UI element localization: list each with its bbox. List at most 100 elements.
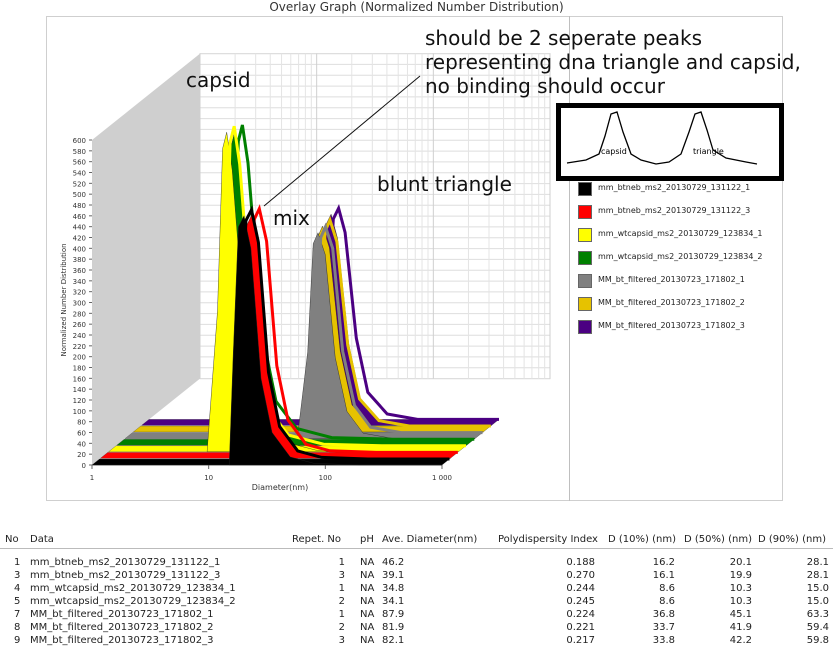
- table-cell: 0.245: [566, 596, 595, 607]
- series-edge: [243, 204, 458, 454]
- table-cell: 1: [338, 583, 345, 594]
- table-cell: 0.244: [566, 583, 595, 594]
- table-cell: 0.270: [566, 570, 595, 581]
- table-header-cell[interactable]: pH: [360, 534, 374, 545]
- table-cell: NA: [360, 609, 375, 620]
- table-header-cell[interactable]: Data: [30, 534, 54, 545]
- table-cell: MM_bt_filtered_20130723_171802_2: [30, 622, 214, 633]
- table-cell: mm_wtcapsid_ms2_20130729_123834_1: [30, 583, 236, 594]
- table-cell: 33.7: [652, 622, 675, 633]
- x-tick-label: 1: [90, 474, 94, 482]
- table-cell: 2: [338, 596, 345, 607]
- y-axis-label: Normalized Number Distribution: [60, 243, 68, 356]
- table-cell: 1: [338, 557, 345, 568]
- legend-item: MM_bt_filtered_20130723_171802_3: [578, 320, 818, 334]
- table-cell: 5: [14, 596, 21, 607]
- table-cell: 46.2: [382, 557, 405, 568]
- legend-item: mm_wtcapsid_ms2_20130729_123834_2: [578, 251, 818, 265]
- table-cell: NA: [360, 583, 375, 594]
- y-tick-label: 560: [73, 159, 86, 167]
- y-tick-label: 500: [73, 191, 86, 199]
- y-tick-label: 260: [73, 321, 86, 329]
- table-cell: 82.1: [382, 635, 405, 646]
- table-cell: 2: [338, 622, 345, 633]
- table-cell: 39.1: [382, 570, 405, 581]
- x-axis: 1 10 100 1 000: [90, 464, 452, 482]
- table-cell: 63.3: [806, 609, 829, 620]
- y-tick-label: 120: [73, 397, 86, 405]
- legend-swatch: [578, 182, 592, 196]
- table-cell: 1: [338, 609, 345, 620]
- annotation-note: should be 2 seperate peaks representing …: [425, 26, 801, 98]
- legend-label: mm_btneb_ms2_20130729_131122_1: [598, 183, 751, 192]
- table-header-cell[interactable]: D (90%) (nm): [758, 534, 826, 545]
- y-tick-label: 140: [73, 386, 86, 394]
- table-header-cell[interactable]: D (10%) (nm): [608, 534, 676, 545]
- legend-swatch: [578, 251, 592, 265]
- series-area: [228, 215, 442, 466]
- table-cell: MM_bt_filtered_20130723_171802_1: [30, 609, 214, 620]
- table-cell: 0.188: [566, 557, 595, 568]
- table-cell: 8.6: [659, 596, 675, 607]
- side-wall: [92, 53, 200, 465]
- series-edge: [235, 205, 450, 461]
- table-row[interactable]: 8 MM_bt_filtered_20130723_171802_2 2 NA 81.9…: [0, 622, 833, 635]
- table-header-cell[interactable]: Ave. Diameter(nm): [382, 534, 478, 545]
- legend-item: mm_btneb_ms2_20130729_131122_3: [578, 205, 818, 219]
- y-tick-label: 240: [73, 332, 86, 340]
- table-header-cell[interactable]: Polydispersity Index: [498, 534, 598, 545]
- table-cell: 28.1: [806, 570, 829, 581]
- legend-swatch: [578, 274, 592, 288]
- table-cell: 4: [14, 583, 21, 594]
- legend-divider: [569, 16, 570, 501]
- inset-label-capsid: capsid: [601, 147, 627, 156]
- table-row[interactable]: 9 MM_bt_filtered_20130723_171802_3 3 NA 82.1…: [0, 635, 833, 648]
- table-cell: 0.224: [566, 609, 595, 620]
- y-tick-label: 460: [73, 213, 86, 221]
- y-tick-label: 180: [73, 365, 86, 373]
- table-header-cell[interactable]: D (50%) (nm): [684, 534, 752, 545]
- legend-item: MM_bt_filtered_20130723_171802_1: [578, 274, 818, 288]
- table-cell: 20.1: [729, 557, 752, 568]
- table-cell: 33.8: [652, 635, 675, 646]
- table-cell: 3: [338, 635, 345, 646]
- y-tick-label: 280: [73, 310, 86, 318]
- table-cell: 7: [14, 609, 21, 620]
- table-row[interactable]: 4 mm_wtcapsid_ms2_20130729_123834_1 1 NA 34.…: [0, 583, 833, 596]
- table-cell: 81.9: [382, 622, 405, 633]
- chart-title: Overlay Graph (Normalized Number Distrib…: [269, 0, 564, 14]
- legend-swatch: [578, 320, 592, 334]
- x-axis-label: Diameter(nm): [252, 483, 308, 492]
- y-tick-label: 20: [77, 451, 86, 459]
- table-cell: 59.8: [806, 635, 829, 646]
- y-tick-label: 60: [77, 430, 86, 438]
- y-tick-label: 440: [73, 224, 86, 232]
- series-edge: [303, 222, 483, 435]
- table-cell: NA: [360, 635, 375, 646]
- legend-swatch: [578, 205, 592, 219]
- table-cell: 9: [14, 635, 21, 646]
- inset-sketch-curve: [566, 111, 758, 165]
- annotation-pointer-line: [263, 75, 421, 207]
- table-cell: 3: [338, 570, 345, 581]
- legend-label: MM_bt_filtered_20130723_171802_3: [598, 321, 745, 330]
- legend-item: mm_wtcapsid_ms2_20130729_123834_1: [578, 228, 818, 242]
- table-cell: NA: [360, 557, 375, 568]
- table-row[interactable]: 5 mm_wtcapsid_ms2_20130729_123834_2 2 NA 34.…: [0, 596, 833, 609]
- table-row[interactable]: 3 mm_btneb_ms2_20130729_131122_3 3 NA 39.1 0.…: [0, 570, 833, 583]
- x-tick-label: 100: [319, 474, 332, 482]
- table-row[interactable]: 7 MM_bt_filtered_20130723_171802_1 1 NA 87.9…: [0, 609, 833, 622]
- table-cell: 0.221: [566, 622, 595, 633]
- legend-label: MM_bt_filtered_20130723_171802_2: [598, 298, 745, 307]
- table-cell: 28.1: [806, 557, 829, 568]
- table-cell: 41.9: [729, 622, 752, 633]
- table-header-cell[interactable]: No: [5, 534, 19, 545]
- y-tick-label: 360: [73, 267, 86, 275]
- table-cell: mm_btneb_ms2_20130729_131122_3: [30, 570, 221, 581]
- table-cell: 3: [14, 570, 21, 581]
- table-row[interactable]: 1 mm_btneb_ms2_20130729_131122_1 1 NA 46.2 0.…: [0, 557, 833, 570]
- legend-item: MM_bt_filtered_20130723_171802_2: [578, 297, 818, 311]
- y-tick-label: 0: [82, 462, 86, 470]
- table-cell: 1: [14, 557, 21, 568]
- table-header-cell[interactable]: Repet. No: [292, 534, 342, 545]
